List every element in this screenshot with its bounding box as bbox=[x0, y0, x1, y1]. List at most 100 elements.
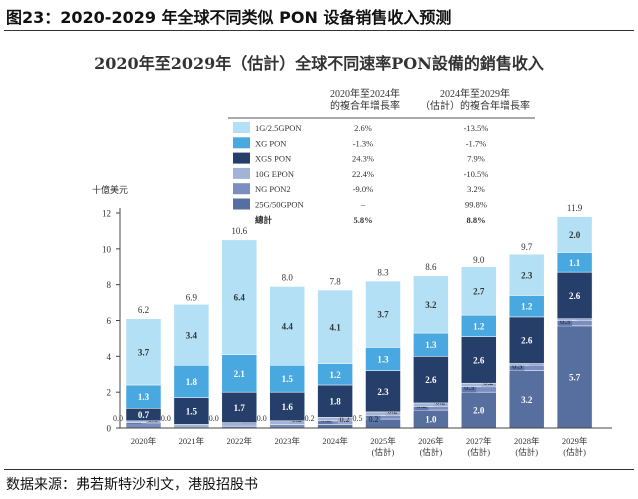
legend-total-label: 總計 bbox=[255, 215, 273, 225]
bar-value-label: 1.5 bbox=[186, 406, 198, 416]
bar-total-label: 8.6 bbox=[425, 262, 437, 272]
x-tick-label: (估計) bbox=[467, 447, 490, 457]
bar-value-label: 1.2 bbox=[473, 321, 485, 331]
x-tick-label: (估計) bbox=[563, 447, 586, 457]
bar-value-label: 0.0 bbox=[161, 414, 171, 423]
bar-segment bbox=[221, 354, 258, 393]
bar-total-label: 6.9 bbox=[186, 292, 198, 302]
legend-cagr-2020-2024: -9.0% bbox=[353, 184, 374, 194]
bar-value-box bbox=[337, 414, 352, 424]
bar-value-label: 0.0 bbox=[113, 414, 123, 423]
bar-segment bbox=[221, 239, 258, 355]
bar-value-label: 0.0 bbox=[257, 414, 267, 423]
bar-value-label: 6.4 bbox=[234, 293, 246, 303]
bar-segment bbox=[173, 365, 210, 398]
legend-cagr-2024-2029: 3.2% bbox=[467, 184, 485, 194]
bar-segment bbox=[508, 316, 545, 364]
legend-cagr-2020-2024: 24.3% bbox=[352, 154, 374, 164]
bar-segment bbox=[317, 424, 353, 429]
bar-segment bbox=[461, 336, 497, 384]
bar-value-label: 2.7 bbox=[473, 286, 485, 296]
legend-cagr-2020-2024: 22.4% bbox=[352, 169, 374, 179]
bar-value-label: 1.8 bbox=[329, 397, 341, 407]
bar-segment bbox=[365, 280, 401, 348]
bar-total-label: 8.0 bbox=[282, 273, 294, 283]
bar-value-label: 4.1 bbox=[329, 322, 341, 332]
bar-value-label: 0.3 bbox=[464, 383, 474, 392]
bar-segment bbox=[413, 275, 449, 334]
bar-value-label: 1.8 bbox=[186, 377, 198, 387]
bar-value-label: 2.6 bbox=[473, 355, 485, 365]
x-tick-label: 2028年 bbox=[514, 436, 540, 446]
bar-value-label: 2.0 bbox=[569, 230, 581, 240]
legend-cagr-2020-2024: – bbox=[360, 200, 366, 210]
y-tick-label: 10 bbox=[102, 244, 112, 254]
bar-segment bbox=[173, 304, 210, 366]
bar-segment bbox=[269, 365, 305, 393]
bar-value-label: 1.3 bbox=[138, 392, 150, 402]
legend-col2-header: （估計）的複合年增長率 bbox=[420, 99, 530, 112]
bar-segment bbox=[413, 356, 449, 404]
bar-value-label: 5.7 bbox=[569, 372, 581, 382]
legend-label: 1G/2.5GPON bbox=[255, 123, 302, 133]
legend-col1-header: 2020年至2024年 bbox=[330, 87, 400, 100]
bar-value-box bbox=[510, 360, 525, 371]
legend-swatch bbox=[233, 137, 250, 149]
legend-cagr-2024-2029: -13.5% bbox=[464, 123, 489, 133]
x-tick-label: 2027年 bbox=[466, 436, 492, 446]
bar-segment bbox=[125, 318, 162, 386]
bar-value-label: 1.7 bbox=[234, 403, 246, 413]
bar-segment bbox=[461, 266, 497, 316]
legend-cagr-2020-2024: 2.6% bbox=[354, 123, 372, 133]
legend-swatch bbox=[233, 122, 250, 133]
bar-segment bbox=[269, 391, 305, 422]
y-tick-label: 0 bbox=[107, 424, 112, 434]
legend-label: XG PON bbox=[255, 138, 286, 148]
bar-value-label: 0.2 bbox=[369, 415, 379, 424]
chart-title: 2020年至2029年（估計）全球不同速率PON設備的銷售收入 bbox=[94, 54, 544, 73]
bar-segment bbox=[461, 391, 497, 429]
legend-swatch bbox=[233, 183, 250, 195]
bar-value-label: 2.0 bbox=[473, 406, 485, 416]
bar-segment bbox=[269, 424, 305, 429]
bar-value-label: 2.3 bbox=[377, 387, 389, 397]
y-axis-label: 十億美元 bbox=[92, 184, 128, 195]
bar-value-label: 3.7 bbox=[138, 347, 150, 357]
bar-segment bbox=[508, 253, 545, 296]
bar-value-label: 0.2 bbox=[305, 414, 315, 423]
legend-swatch bbox=[233, 167, 250, 179]
bar-value-label: 1.2 bbox=[521, 302, 533, 312]
legend-label: NG PON2 bbox=[255, 184, 291, 194]
top-divider bbox=[4, 30, 634, 31]
x-tick-label: 2021年 bbox=[179, 436, 205, 446]
x-tick-label: 2025年 bbox=[370, 436, 396, 446]
bar-segment bbox=[317, 289, 353, 364]
bar-value-label: 0.2 bbox=[340, 415, 350, 424]
bar-value-label: 3.4 bbox=[186, 330, 198, 340]
bar-value-box bbox=[462, 382, 477, 393]
x-tick-label: (估計) bbox=[372, 447, 395, 457]
bar-value-label: 1.1 bbox=[569, 258, 581, 268]
bar-total-label: 7.8 bbox=[329, 276, 341, 286]
bar-segment bbox=[173, 397, 210, 425]
bar-value-box bbox=[558, 315, 573, 326]
x-tick-label: 2023年 bbox=[274, 436, 300, 446]
legend-cagr-2024-2029: -1.7% bbox=[466, 138, 487, 148]
bar-total-label: 8.3 bbox=[377, 267, 389, 277]
x-tick-label: (估計) bbox=[420, 447, 443, 457]
bar-value-box bbox=[366, 414, 381, 424]
bar-value-label: 0.5 bbox=[353, 414, 363, 423]
bar-value-label: 1.2 bbox=[329, 370, 341, 380]
bar-value-label: 0.3 bbox=[512, 362, 522, 371]
bar-value-label: 3.2 bbox=[425, 300, 437, 310]
bar-total-label: 6.2 bbox=[138, 305, 149, 315]
legend-cagr-2024-2029: -10.5% bbox=[464, 169, 489, 179]
bar-value-label: 2.3 bbox=[521, 270, 533, 280]
bar-value-label: 1.5 bbox=[282, 374, 294, 384]
legend-total-cagr-2020-2024: 5.8% bbox=[353, 215, 372, 225]
legend-swatch bbox=[233, 152, 250, 164]
bar-segment bbox=[556, 271, 593, 319]
figure-title: 图23：2020-2029 年全球不同类似 PON 设备销售收入预测 bbox=[6, 8, 452, 27]
